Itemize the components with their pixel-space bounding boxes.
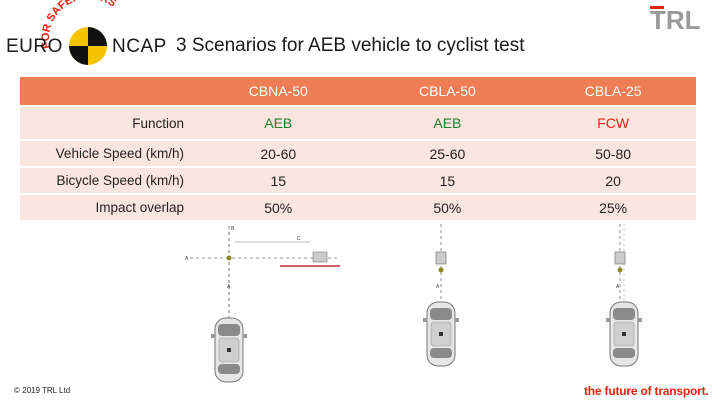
crash-dummy-target-icon: FOR SAFER CARS	[40, 0, 118, 65]
diagram-label: B	[231, 226, 235, 232]
column-header: CBNA-50	[192, 77, 365, 105]
table-cell: 15	[364, 168, 531, 193]
diagram-cbna: A B C A	[185, 226, 340, 383]
row-label: Vehicle Speed (km/h)	[20, 141, 192, 166]
header-blank-cell	[20, 77, 192, 105]
scenario-table: CBNA-50 CBLA-50 CBLA-25 Function AEB AEB…	[20, 75, 696, 222]
diagram-label: A	[616, 284, 620, 290]
table-cell: 25-60	[364, 141, 531, 166]
logo-ncap-text: NCAP	[112, 36, 167, 57]
table-row: Vehicle Speed (km/h) 20-60 25-60 50-80	[20, 141, 696, 166]
diagram-cbla-50: A	[422, 224, 460, 367]
car-icon	[210, 317, 248, 383]
table-cell: 25%	[530, 195, 696, 220]
trl-logo-icon: TRL	[650, 6, 701, 32]
row-label: Bicycle Speed (km/h)	[20, 168, 192, 193]
column-header: CBLA-50	[364, 77, 531, 105]
table-cell: 50%	[192, 195, 365, 220]
diagram-label: A	[227, 284, 231, 290]
table-cell: 20-60	[192, 141, 365, 166]
table-cell: 15	[192, 168, 365, 193]
diagram-label: A	[436, 284, 440, 290]
table-row: Impact overlap 50% 50% 25%	[20, 195, 696, 220]
scenario-diagrams: A B C A A A	[185, 224, 643, 383]
trl-logo-text: TRL	[650, 6, 701, 32]
column-header: CBLA-25	[530, 77, 696, 105]
function-cell-aeb: AEB	[364, 107, 531, 139]
euro-ncap-logo: FOR SAFER CARS EURO NCAP	[0, 0, 175, 70]
function-cell-fcw: FCW	[530, 107, 696, 139]
table-header-row: CBNA-50 CBLA-50 CBLA-25	[20, 77, 696, 105]
diagram-cbla-25: A	[605, 224, 643, 367]
trl-tagline: the future of transport.	[584, 384, 709, 398]
car-icon	[605, 301, 643, 367]
logo-euro-text: EURO	[6, 36, 63, 57]
copyright-text: © 2019 TRL Ltd	[14, 386, 71, 395]
diagram-label: A	[185, 256, 189, 262]
table-row: Function AEB AEB FCW	[20, 107, 696, 139]
row-label: Impact overlap	[20, 195, 192, 220]
table-row: Bicycle Speed (km/h) 15 15 20	[20, 168, 696, 193]
function-cell-aeb: AEB	[192, 107, 365, 139]
car-icon	[422, 301, 460, 367]
diagram-label: C	[297, 236, 301, 242]
table-cell: 50-80	[530, 141, 696, 166]
table-cell: 50%	[364, 195, 531, 220]
table-cell: 20	[530, 168, 696, 193]
page-title: 3 Scenarios for AEB vehicle to cyclist t…	[176, 35, 525, 56]
row-label: Function	[20, 107, 192, 139]
